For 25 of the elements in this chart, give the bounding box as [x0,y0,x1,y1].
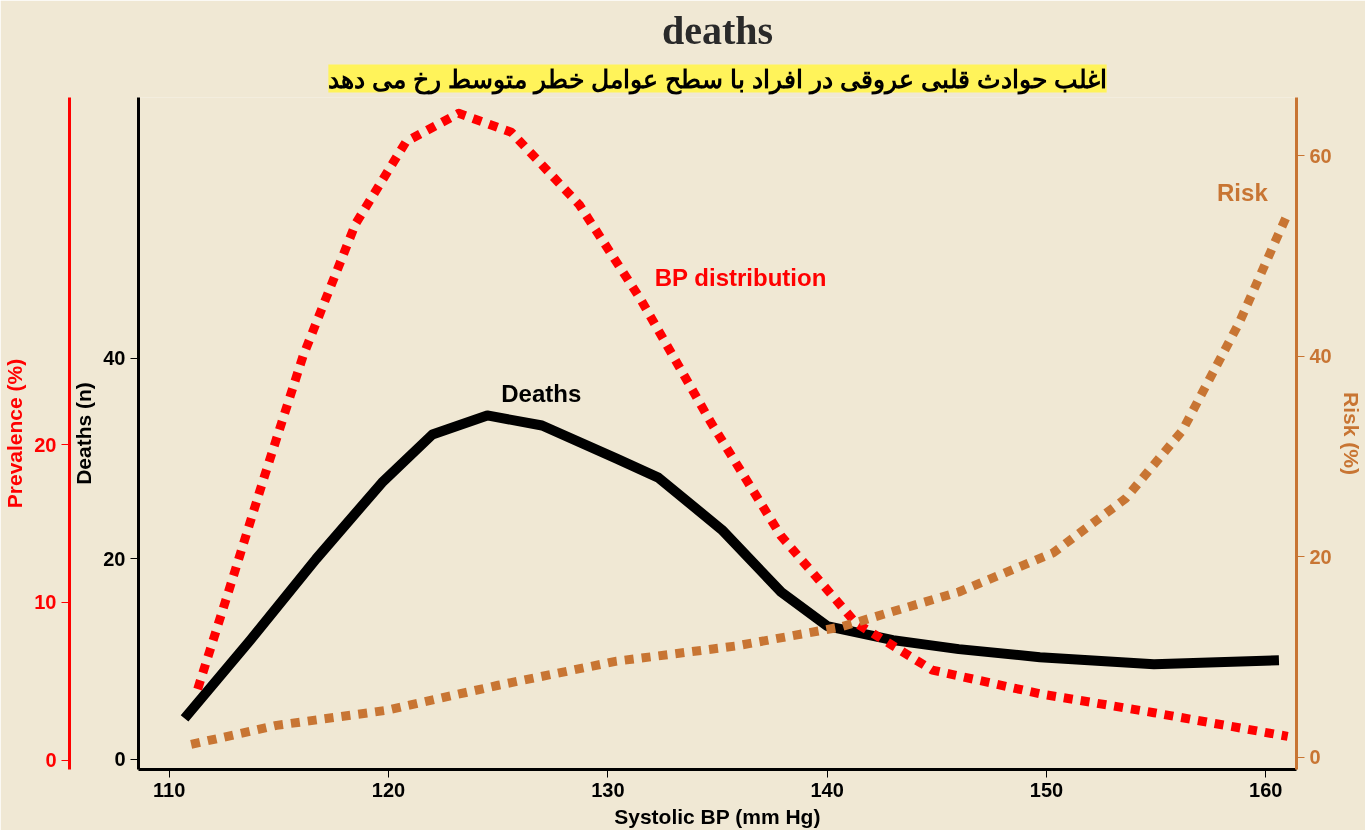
y2-tick-label: 0 [45,749,57,772]
series-label: Deaths [501,380,582,408]
y3-tick-label: 0 [1309,746,1321,769]
chart-title: deaths [661,7,774,53]
y2-tick-label: 20 [34,433,57,456]
text: اغلب حوادث قلبی عروقی در افراد با سطح عوامل خطر متوسط رخ می دهد [328,64,1107,95]
y-axis-title: Deaths (n) [72,382,96,485]
x-tick-label: 130 [591,778,625,801]
x-tick-label: 150 [1029,778,1064,801]
x-tick-label: 120 [371,778,406,801]
y2-axis-title: Prevalence (%) [3,358,27,509]
y-tick-label: 40 [103,347,126,370]
x-tick-label: 160 [1249,778,1283,801]
y-tick-label: 20 [103,547,126,570]
y3-tick-label: 20 [1309,545,1332,568]
y-tick-label: 0 [114,748,126,771]
x-axis-title: Systolic BP (mm Hg) [614,804,821,828]
y3-axis-title: Risk (%) [1339,392,1363,475]
series-label: Risk [1217,178,1269,206]
y2-tick-label: 10 [34,591,57,614]
x-tick-label: 110 [153,778,186,801]
x-tick-label: 140 [810,778,844,801]
y3-tick-label: 40 [1309,345,1332,368]
series-label: BP distribution [654,264,827,292]
y3-tick-label: 60 [1309,144,1332,167]
